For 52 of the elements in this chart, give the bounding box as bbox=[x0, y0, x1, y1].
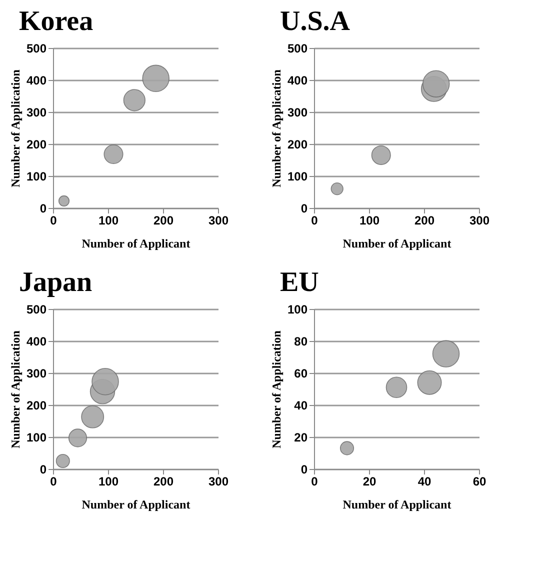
chart-title: Japan bbox=[18, 267, 93, 298]
x-tick-label: 0 bbox=[311, 214, 318, 228]
y-tick-label: 100 bbox=[287, 170, 308, 184]
x-tick-label: 200 bbox=[153, 214, 174, 228]
x-tick-label: 0 bbox=[50, 214, 58, 228]
y-tick-label: 20 bbox=[294, 430, 308, 444]
y-axis-title: Number of Application bbox=[8, 69, 22, 188]
y-tick-label: 500 bbox=[26, 302, 47, 316]
y-tick-label: 40 bbox=[294, 398, 308, 412]
y-tick-label: 400 bbox=[26, 74, 47, 88]
x-tick-label: 0 bbox=[50, 474, 58, 488]
x-axis-title: Number of Applicant bbox=[342, 236, 452, 250]
y-tick-label: 300 bbox=[287, 106, 308, 120]
x-axis-title: Number of Applicant bbox=[342, 498, 452, 512]
x-tick-label: 200 bbox=[414, 214, 435, 228]
y-tick-label: 100 bbox=[287, 302, 308, 316]
x-tick-label: 20 bbox=[362, 474, 376, 488]
y-axis-title: Number of Application bbox=[8, 330, 22, 448]
x-tick-label: 300 bbox=[208, 474, 229, 488]
x-tick-label: 300 bbox=[208, 214, 229, 228]
y-tick-label: 400 bbox=[26, 334, 47, 348]
y-tick-label: 0 bbox=[40, 202, 47, 216]
y-tick-label: 100 bbox=[26, 430, 47, 444]
x-tick-label: 60 bbox=[472, 474, 486, 488]
y-tick-label: 400 bbox=[287, 74, 308, 88]
y-tick-label: 200 bbox=[26, 138, 47, 152]
x-tick-label: 40 bbox=[418, 474, 432, 488]
y-tick-label: 100 bbox=[26, 170, 47, 184]
y-tick-label: 0 bbox=[40, 462, 47, 476]
x-tick-label: 100 bbox=[98, 214, 119, 228]
y-axis-title: Number of Application bbox=[269, 330, 284, 448]
y-axis-title: Number of Application bbox=[269, 69, 284, 188]
x-axis-title: Number of Applicant bbox=[82, 236, 190, 250]
x-tick-label: 100 bbox=[98, 474, 119, 488]
chart-title: Korea bbox=[18, 6, 94, 37]
x-tick-label: 0 bbox=[311, 474, 318, 488]
chart-title: U.S.A bbox=[280, 6, 351, 37]
y-tick-label: 300 bbox=[26, 366, 47, 380]
x-tick-label: 200 bbox=[153, 474, 174, 488]
y-tick-label: 80 bbox=[294, 334, 308, 348]
y-tick-label: 0 bbox=[300, 462, 308, 476]
y-tick-label: 300 bbox=[26, 106, 47, 120]
x-tick-label: 300 bbox=[469, 214, 490, 228]
y-tick-label: 200 bbox=[287, 138, 308, 152]
chart-title: EU bbox=[280, 267, 319, 298]
y-tick-label: 500 bbox=[26, 42, 47, 56]
y-tick-label: 200 bbox=[26, 398, 47, 412]
y-tick-label: 60 bbox=[294, 366, 308, 380]
x-tick-label: 100 bbox=[359, 214, 380, 228]
y-tick-label: 0 bbox=[300, 202, 308, 216]
x-axis-title: Number of Applicant bbox=[82, 498, 190, 512]
y-tick-label: 500 bbox=[287, 42, 308, 56]
